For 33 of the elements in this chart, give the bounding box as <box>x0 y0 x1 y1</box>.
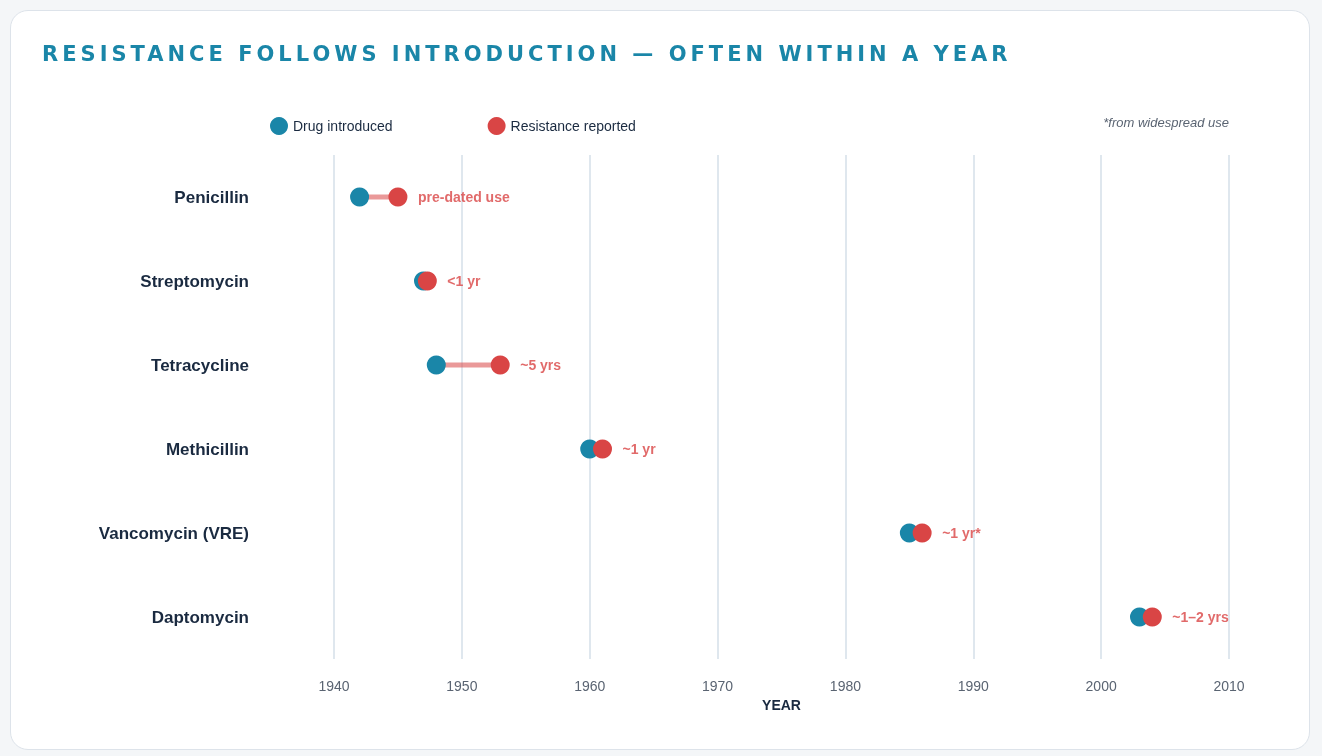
annotation: <1 yr <box>447 273 481 289</box>
x-tick-label: 1970 <box>701 678 734 694</box>
text: *from widespread use <box>1103 115 1230 130</box>
point <box>426 355 446 375</box>
x-tick-label: 2000 <box>1085 678 1117 694</box>
annotation: ~5 yrs <box>520 357 562 373</box>
annotation: pre-dated use <box>417 189 510 205</box>
y-tick-label: Methicillin <box>165 439 249 459</box>
y-tick-label: Vancomycin (VRE) <box>98 523 249 543</box>
y-tick-label: Streptomycin <box>140 271 249 291</box>
legend-label: Drug introduced <box>293 118 393 134</box>
point <box>417 271 437 291</box>
point <box>593 439 612 459</box>
point <box>350 187 370 207</box>
point <box>912 523 932 543</box>
annotation: ~1 yr* <box>942 525 982 541</box>
x-tick-label: 1990 <box>957 678 990 694</box>
y-tick-label: Tetracycline <box>151 355 249 375</box>
x-tick-label: 1960 <box>574 678 606 694</box>
point <box>1142 607 1162 627</box>
chart-title: RESISTANCE FOLLOWS INTRODUCTION — OFTEN WITHIN A YEAR <box>42 42 1012 66</box>
x-axis-title: YEAR <box>762 696 801 713</box>
x-tick-label: 1950 <box>446 678 478 694</box>
x-tick-label: 1980 <box>829 678 862 694</box>
annotation: ~1–2 yrs <box>1172 609 1229 625</box>
y-tick-label: Penicillin <box>174 187 249 207</box>
legend-label: Resistance reported <box>510 118 636 134</box>
x-tick-label: 1940 <box>318 678 350 694</box>
annotation: ~1 yr <box>622 441 657 457</box>
x-tick-label: 2010 <box>1213 678 1245 694</box>
y-tick-label: Daptomycin <box>151 607 249 627</box>
point <box>388 187 408 207</box>
point <box>490 355 510 375</box>
